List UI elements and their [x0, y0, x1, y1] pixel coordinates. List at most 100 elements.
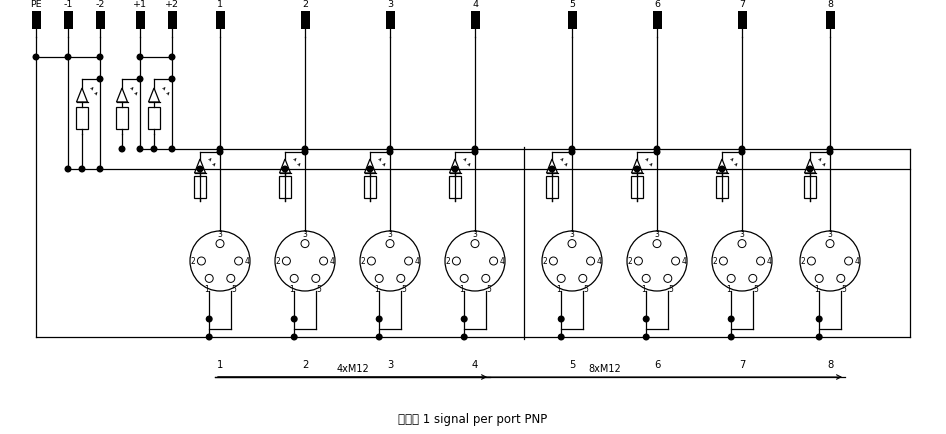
- Circle shape: [218, 147, 223, 152]
- Text: 2: 2: [543, 257, 548, 266]
- Text: 2: 2: [446, 257, 450, 266]
- Text: 5: 5: [841, 285, 847, 294]
- Text: 6: 6: [654, 0, 660, 9]
- Bar: [826, 12, 834, 30]
- Text: 4: 4: [682, 257, 687, 266]
- Circle shape: [472, 147, 478, 152]
- Text: 4: 4: [472, 359, 478, 369]
- Bar: [470, 12, 480, 30]
- Circle shape: [302, 150, 307, 155]
- Text: 2: 2: [302, 0, 308, 9]
- Bar: [738, 12, 746, 30]
- Text: 1: 1: [289, 285, 293, 294]
- Text: 7: 7: [739, 0, 745, 9]
- Bar: [386, 12, 394, 30]
- Bar: [76, 108, 88, 130]
- Circle shape: [739, 147, 745, 152]
- Text: 4: 4: [245, 257, 250, 266]
- Text: 2: 2: [712, 257, 717, 266]
- Circle shape: [169, 77, 175, 82]
- Circle shape: [728, 335, 734, 340]
- Text: 5: 5: [569, 0, 575, 9]
- Text: 1: 1: [640, 285, 645, 294]
- Circle shape: [387, 147, 393, 152]
- Bar: [804, 177, 816, 198]
- Circle shape: [558, 335, 564, 340]
- Circle shape: [816, 316, 822, 322]
- Circle shape: [462, 316, 467, 322]
- Bar: [63, 12, 73, 30]
- Text: +2: +2: [165, 0, 179, 9]
- Circle shape: [151, 147, 157, 152]
- Bar: [135, 12, 145, 30]
- Text: 1: 1: [374, 285, 378, 294]
- Circle shape: [377, 335, 382, 340]
- Circle shape: [728, 316, 734, 322]
- Text: 8: 8: [827, 359, 833, 369]
- Circle shape: [643, 316, 649, 322]
- Bar: [653, 12, 661, 30]
- Circle shape: [558, 316, 564, 322]
- Circle shape: [569, 150, 575, 155]
- Circle shape: [472, 150, 478, 155]
- Circle shape: [65, 167, 71, 172]
- Text: 2: 2: [627, 257, 632, 266]
- Text: 4xM12: 4xM12: [336, 363, 369, 373]
- Text: 3: 3: [387, 359, 394, 369]
- Circle shape: [206, 316, 212, 322]
- Text: 4: 4: [766, 257, 772, 266]
- Circle shape: [569, 147, 575, 152]
- Text: 1: 1: [814, 285, 818, 294]
- Text: 3: 3: [740, 229, 745, 238]
- Bar: [194, 177, 206, 198]
- Bar: [301, 12, 309, 30]
- Circle shape: [377, 316, 382, 322]
- Circle shape: [291, 335, 297, 340]
- Text: -2: -2: [96, 0, 105, 9]
- Text: 2: 2: [302, 359, 308, 369]
- Text: 3: 3: [655, 229, 659, 238]
- Circle shape: [655, 147, 659, 152]
- Text: 4: 4: [597, 257, 602, 266]
- Text: 8xM12: 8xM12: [588, 363, 622, 373]
- Circle shape: [97, 167, 103, 172]
- Circle shape: [97, 55, 103, 61]
- Circle shape: [827, 150, 832, 155]
- Text: 5: 5: [569, 359, 575, 369]
- Circle shape: [719, 167, 725, 172]
- Circle shape: [452, 167, 458, 172]
- Text: 4: 4: [329, 257, 335, 266]
- Text: -1: -1: [63, 0, 73, 9]
- Bar: [449, 177, 461, 198]
- Circle shape: [169, 147, 175, 152]
- Text: 2: 2: [360, 257, 365, 266]
- Circle shape: [634, 167, 639, 172]
- Circle shape: [739, 150, 745, 155]
- Text: 1: 1: [217, 0, 223, 9]
- Bar: [148, 108, 160, 130]
- Text: 单通道 1 signal per port PNP: 单通道 1 signal per port PNP: [398, 413, 548, 425]
- Circle shape: [302, 147, 307, 152]
- Text: 4: 4: [854, 257, 860, 266]
- Circle shape: [206, 335, 212, 340]
- Text: +1: +1: [133, 0, 147, 9]
- Circle shape: [97, 77, 103, 82]
- Bar: [31, 12, 41, 30]
- Text: 5: 5: [486, 285, 491, 294]
- Bar: [216, 12, 224, 30]
- Text: 4: 4: [414, 257, 419, 266]
- Circle shape: [827, 147, 832, 152]
- Circle shape: [387, 150, 393, 155]
- Text: 3: 3: [473, 229, 478, 238]
- Text: 1: 1: [203, 285, 208, 294]
- Text: 3: 3: [828, 229, 832, 238]
- Text: 8: 8: [827, 0, 833, 9]
- Text: PE: PE: [30, 0, 42, 9]
- Bar: [116, 108, 128, 130]
- Circle shape: [462, 335, 467, 340]
- Circle shape: [816, 335, 822, 340]
- Text: 4: 4: [499, 257, 504, 266]
- Circle shape: [33, 55, 39, 61]
- Bar: [279, 177, 291, 198]
- Bar: [364, 177, 376, 198]
